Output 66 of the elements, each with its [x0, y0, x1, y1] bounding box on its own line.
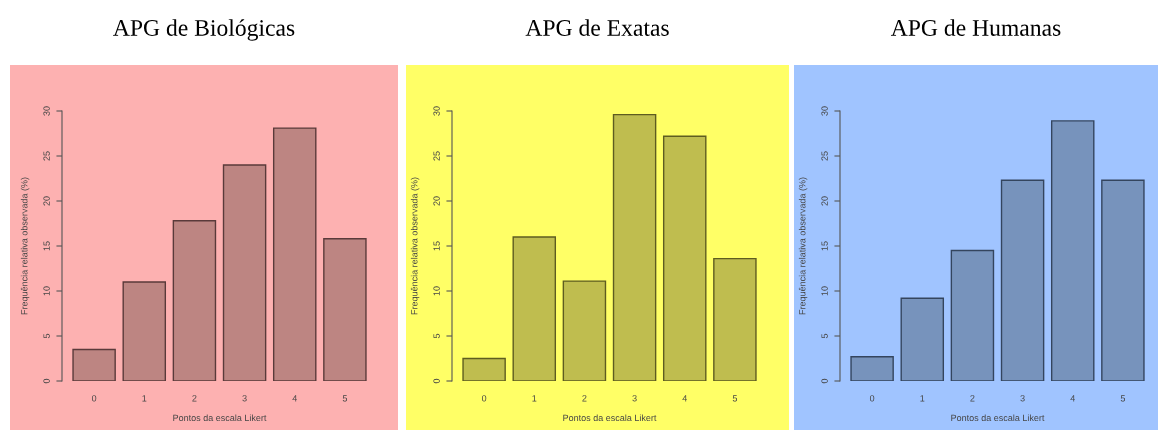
- x-tick-label: 3: [1020, 395, 1025, 402]
- x-tick-label: 2: [582, 395, 587, 402]
- x-tick-label: 3: [632, 395, 637, 402]
- y-tick-label: 0: [821, 378, 828, 384]
- y-tick-label: 5: [433, 333, 440, 339]
- y-tick-label: 25: [43, 151, 50, 161]
- x-tick-label: 1: [532, 395, 537, 402]
- bar: [323, 238, 367, 381]
- bar: [222, 164, 267, 381]
- bar: [1101, 179, 1145, 381]
- y-axis-title: Frequência relativa observada (%): [20, 177, 30, 315]
- bar: [1000, 179, 1045, 381]
- y-tick-label: 20: [43, 196, 50, 206]
- y-tick-label: 15: [433, 241, 440, 251]
- y-tick-label: 25: [821, 151, 828, 161]
- bar: [900, 297, 945, 381]
- chart-title: APG de Exatas: [525, 19, 669, 36]
- x-axis-title: Pontos da escala Likert: [951, 414, 1045, 422]
- bar: [950, 249, 995, 381]
- y-tick-label: 25: [433, 151, 440, 161]
- y-tick-label: 15: [821, 241, 828, 251]
- x-axis-title: Pontos da escala Likert: [563, 414, 657, 422]
- x-tick-label: 2: [970, 395, 975, 402]
- x-tick-label: 0: [91, 395, 97, 402]
- y-tick-label: 0: [43, 378, 50, 384]
- y-tick-label: 30: [43, 106, 50, 116]
- x-tick-label: 5: [732, 395, 738, 402]
- y-tick-label: 10: [43, 286, 50, 296]
- x-tick-label: 4: [292, 395, 297, 402]
- y-tick-label: 0: [433, 378, 440, 384]
- y-axis-title: Frequência relativa observada (%): [798, 177, 808, 315]
- x-tick-label: 1: [920, 395, 925, 402]
- y-tick-label: 20: [821, 196, 828, 206]
- bar: [612, 113, 657, 381]
- x-tick-label: 5: [1120, 395, 1126, 402]
- x-tick-label: 5: [342, 395, 348, 402]
- x-tick-label: 4: [1070, 395, 1075, 402]
- bar: [1050, 120, 1095, 381]
- bar: [713, 257, 757, 381]
- y-tick-label: 10: [821, 286, 828, 296]
- y-tick-label: 20: [433, 196, 440, 206]
- chart-title: APG de Humanas: [890, 19, 1061, 36]
- y-tick-label: 10: [433, 286, 440, 296]
- bar: [562, 280, 607, 381]
- y-axis-title: Frequência relativa observada (%): [410, 177, 420, 315]
- x-axis-title: Pontos da escala Likert: [173, 414, 267, 422]
- x-tick-label: 4: [682, 395, 687, 402]
- bar: [272, 127, 317, 381]
- x-tick-label: 1: [142, 395, 147, 402]
- x-tick-label: 3: [242, 395, 247, 402]
- bar: [172, 220, 217, 381]
- chart-title: APG de Biológicas: [113, 19, 295, 41]
- y-tick-label: 15: [43, 241, 50, 251]
- bar: [122, 281, 167, 381]
- y-tick-label: 30: [433, 106, 440, 116]
- y-tick-label: 5: [43, 333, 50, 339]
- bar: [662, 135, 707, 381]
- x-tick-label: 0: [481, 395, 487, 402]
- y-tick-label: 5: [821, 333, 828, 339]
- y-tick-label: 30: [821, 106, 828, 116]
- x-tick-label: 0: [869, 395, 875, 402]
- x-tick-label: 2: [192, 395, 197, 402]
- bar: [462, 357, 506, 381]
- bar: [850, 356, 894, 381]
- bar: [512, 236, 557, 381]
- bar: [72, 348, 116, 381]
